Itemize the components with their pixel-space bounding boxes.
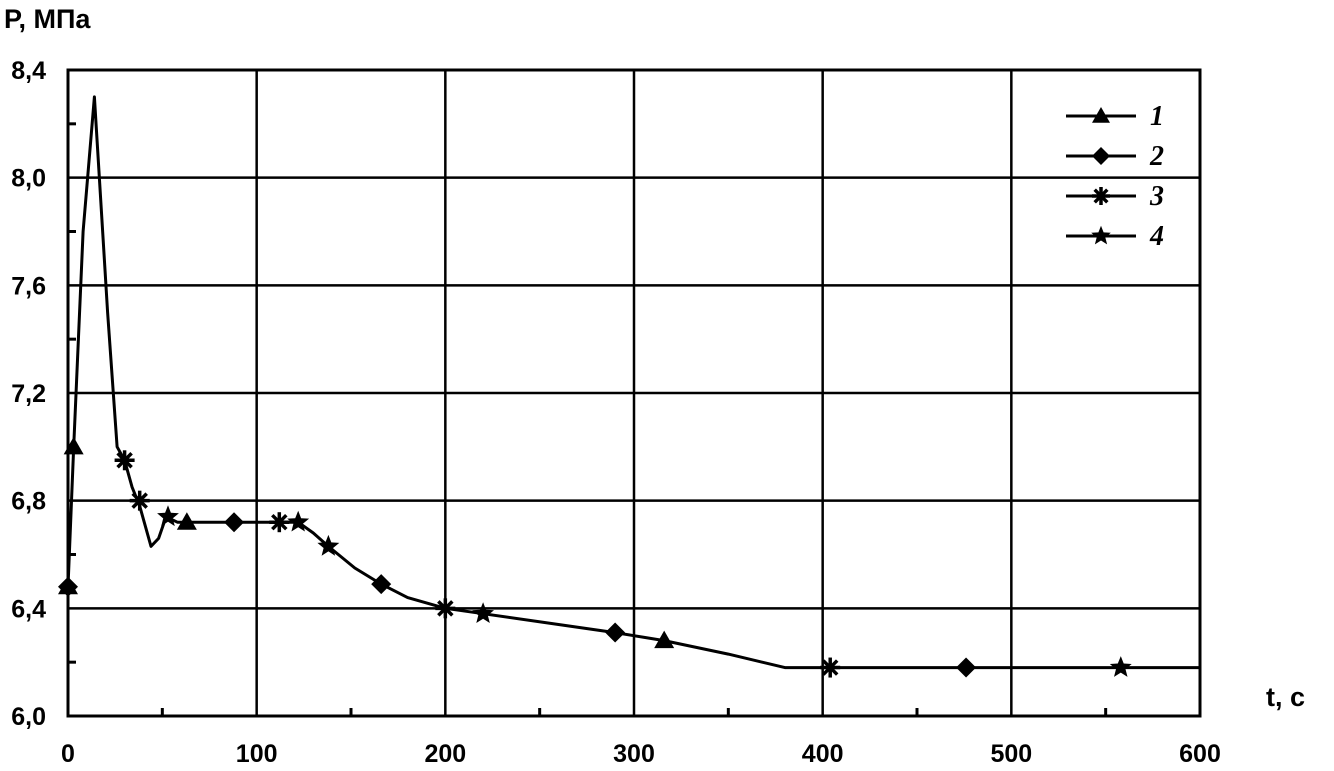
marker-series-3 xyxy=(129,490,150,511)
legend-entry-2: 2 xyxy=(1066,141,1164,172)
y-tick-label: 6,4 xyxy=(11,595,46,623)
marker-series-2 xyxy=(956,657,977,678)
legend-entry-3: 3 xyxy=(1066,181,1164,212)
marker-series-2 xyxy=(605,622,626,643)
legend-entry-4: 4 xyxy=(1066,221,1164,252)
legend-entry-1: 1 xyxy=(1066,101,1164,132)
marker-series-3 xyxy=(820,657,841,678)
x-tick-label: 500 xyxy=(990,740,1032,768)
legend-marker xyxy=(1091,225,1111,245)
marker-series-3 xyxy=(269,512,290,533)
legend-label: 3 xyxy=(1149,181,1164,212)
y-axis-label: P, МПа xyxy=(4,4,91,34)
x-tick-label: 300 xyxy=(613,740,655,768)
legend-marker xyxy=(1092,107,1110,123)
x-tick-label: 400 xyxy=(802,740,844,768)
x-tick-label: 200 xyxy=(424,740,466,768)
x-tick-label: 100 xyxy=(236,740,278,768)
marker-series-1 xyxy=(63,436,84,455)
marker-series-1 xyxy=(176,512,197,530)
marker-series-4 xyxy=(472,602,494,623)
legend-marker xyxy=(1092,187,1110,205)
marker-series-3 xyxy=(114,450,135,471)
legend-label: 4 xyxy=(1149,221,1164,252)
legend-marker xyxy=(1092,147,1110,165)
legend: 1 2 3 4 xyxy=(1066,101,1164,252)
x-axis-label: t, c xyxy=(1266,682,1305,712)
marker-series-2 xyxy=(224,512,245,533)
marker-series-2 xyxy=(58,576,78,597)
data-markers xyxy=(58,436,1132,678)
marker-series-1 xyxy=(654,630,675,649)
x-tick-label: 0 xyxy=(61,740,75,768)
marker-series-4 xyxy=(1109,656,1132,677)
legend-label: 2 xyxy=(1149,141,1164,172)
marker-series-2 xyxy=(371,574,392,595)
marker-series-4 xyxy=(317,534,340,556)
y-tick-label: 8,4 xyxy=(11,57,46,85)
grid xyxy=(66,68,1202,718)
marker-series-4 xyxy=(287,510,310,532)
y-tick-label: 7,2 xyxy=(11,380,46,408)
y-tick-label: 6,8 xyxy=(11,488,46,516)
marker-series-4 xyxy=(157,505,179,527)
x-tick-label: 600 xyxy=(1179,740,1221,768)
tick-labels: 0 100 200 300 400 500 600 6,0 6,4 6,8 7,2 7,6 8,0 8,4 xyxy=(11,57,1221,768)
y-tick-label: 8,0 xyxy=(11,165,46,193)
y-tick-label: 7,6 xyxy=(11,272,46,300)
legend-label: 1 xyxy=(1150,101,1164,132)
marker-series-3 xyxy=(435,598,456,619)
y-tick-label: 6,0 xyxy=(11,703,46,731)
